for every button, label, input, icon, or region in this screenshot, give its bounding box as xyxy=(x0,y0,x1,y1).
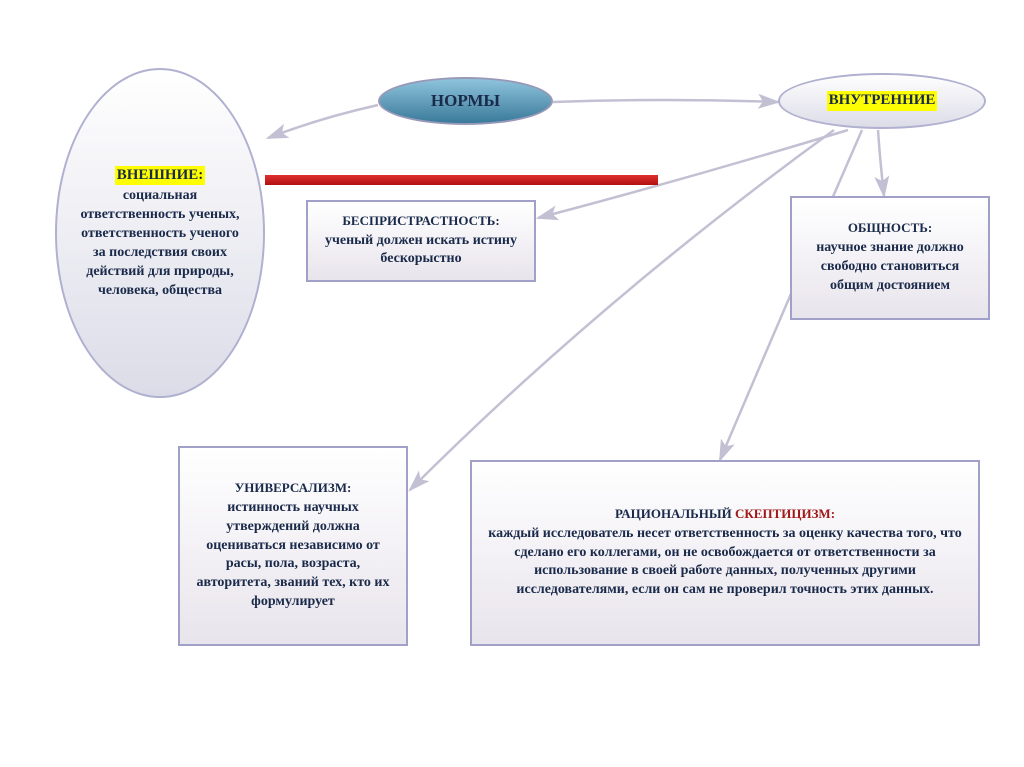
node-universalism-title: УНИВЕРСАЛИЗМ: xyxy=(235,480,352,497)
node-impartiality-title: БЕСПРИСТРАСТНОСТЬ: xyxy=(342,213,499,230)
node-normy-title: НОРМЫ xyxy=(431,90,500,112)
node-external-body: социальная ответственность ученых, ответ… xyxy=(79,187,241,300)
node-skepticism-body: каждый исследователь несет ответственнос… xyxy=(482,525,968,601)
node-universalism: УНИВЕРСАЛИЗМ: истинность научных утвержд… xyxy=(178,446,408,646)
node-commonality-body: научное знание должно свободно становить… xyxy=(802,239,978,296)
node-internal: ВНУТРЕННИЕ xyxy=(778,73,986,129)
node-impartiality: БЕСПРИСТРАСТНОСТЬ: ученый должен искать … xyxy=(306,200,536,282)
node-commonality-title: ОБЩНОСТЬ: xyxy=(848,220,932,237)
node-external: ВНЕШНИЕ: социальная ответственность учен… xyxy=(55,68,265,398)
node-impartiality-body: ученый должен искать истину бескорыстно xyxy=(318,232,524,270)
red-divider-bar xyxy=(265,175,658,185)
node-normy: НОРМЫ xyxy=(378,77,553,125)
node-skepticism: РАЦИОНАЛЬНЫЙ СКЕПТИЦИЗМ: каждый исследов… xyxy=(470,460,980,646)
node-internal-title: ВНУТРЕННИЕ xyxy=(827,91,938,111)
node-skepticism-title: РАЦИОНАЛЬНЫЙ СКЕПТИЦИЗМ: xyxy=(615,506,835,523)
node-external-title: ВНЕШНИЕ: xyxy=(115,166,205,186)
node-universalism-body: истинность научных утверждений должна оц… xyxy=(190,499,396,612)
node-commonality: ОБЩНОСТЬ: научное знание должно свободно… xyxy=(790,196,990,320)
